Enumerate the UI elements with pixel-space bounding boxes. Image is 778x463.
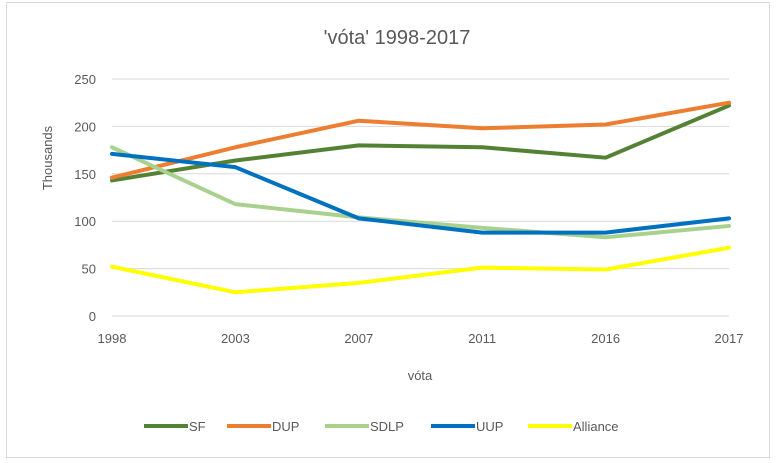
y-tick-labels: 0 50 100 150 200 250 [74, 72, 96, 324]
y-tick-label: 0 [89, 309, 96, 324]
y-axis-label: Thousands [40, 125, 55, 190]
series-lines [110, 100, 731, 295]
x-tick-label: 2017 [715, 331, 744, 346]
y-tick-label: 50 [82, 262, 96, 277]
legend-item-sdlp: SDLP [325, 419, 404, 434]
series-line-uup [110, 151, 731, 235]
y-tick-label: 250 [74, 72, 96, 87]
x-tick-label: 2016 [591, 331, 620, 346]
legend: SF DUP SDLP UUP Alliance [144, 419, 619, 434]
series-line-sf [110, 103, 731, 183]
legend-label: SF [189, 419, 206, 434]
series-line-alliance [110, 245, 731, 295]
legend-item-dup: DUP [227, 419, 299, 434]
legend-item-alliance: Alliance [528, 419, 619, 434]
legend-label: UUP [476, 419, 503, 434]
x-tick-label: 2007 [344, 331, 373, 346]
legend-label: SDLP [370, 419, 404, 434]
chart-title: 'vóta' 1998-2017 [324, 27, 471, 49]
legend-label: Alliance [573, 419, 619, 434]
y-tick-label: 150 [74, 167, 96, 182]
series-line-sdlp [110, 145, 731, 240]
legend-item-sf: SF [144, 419, 206, 434]
legend-item-uup: UUP [431, 419, 503, 434]
x-tick-labels: 1998 2003 2007 2011 2016 2017 [98, 331, 744, 346]
y-tick-label: 100 [74, 214, 96, 229]
x-tick-label: 1998 [98, 331, 127, 346]
gridlines [112, 78, 729, 317]
y-tick-label: 200 [74, 119, 96, 134]
x-tick-label: 2011 [468, 331, 496, 346]
series-line-dup [110, 100, 731, 180]
x-axis-label: vóta [408, 368, 433, 383]
legend-label: DUP [272, 419, 299, 434]
x-tick-label: 2003 [221, 331, 250, 346]
